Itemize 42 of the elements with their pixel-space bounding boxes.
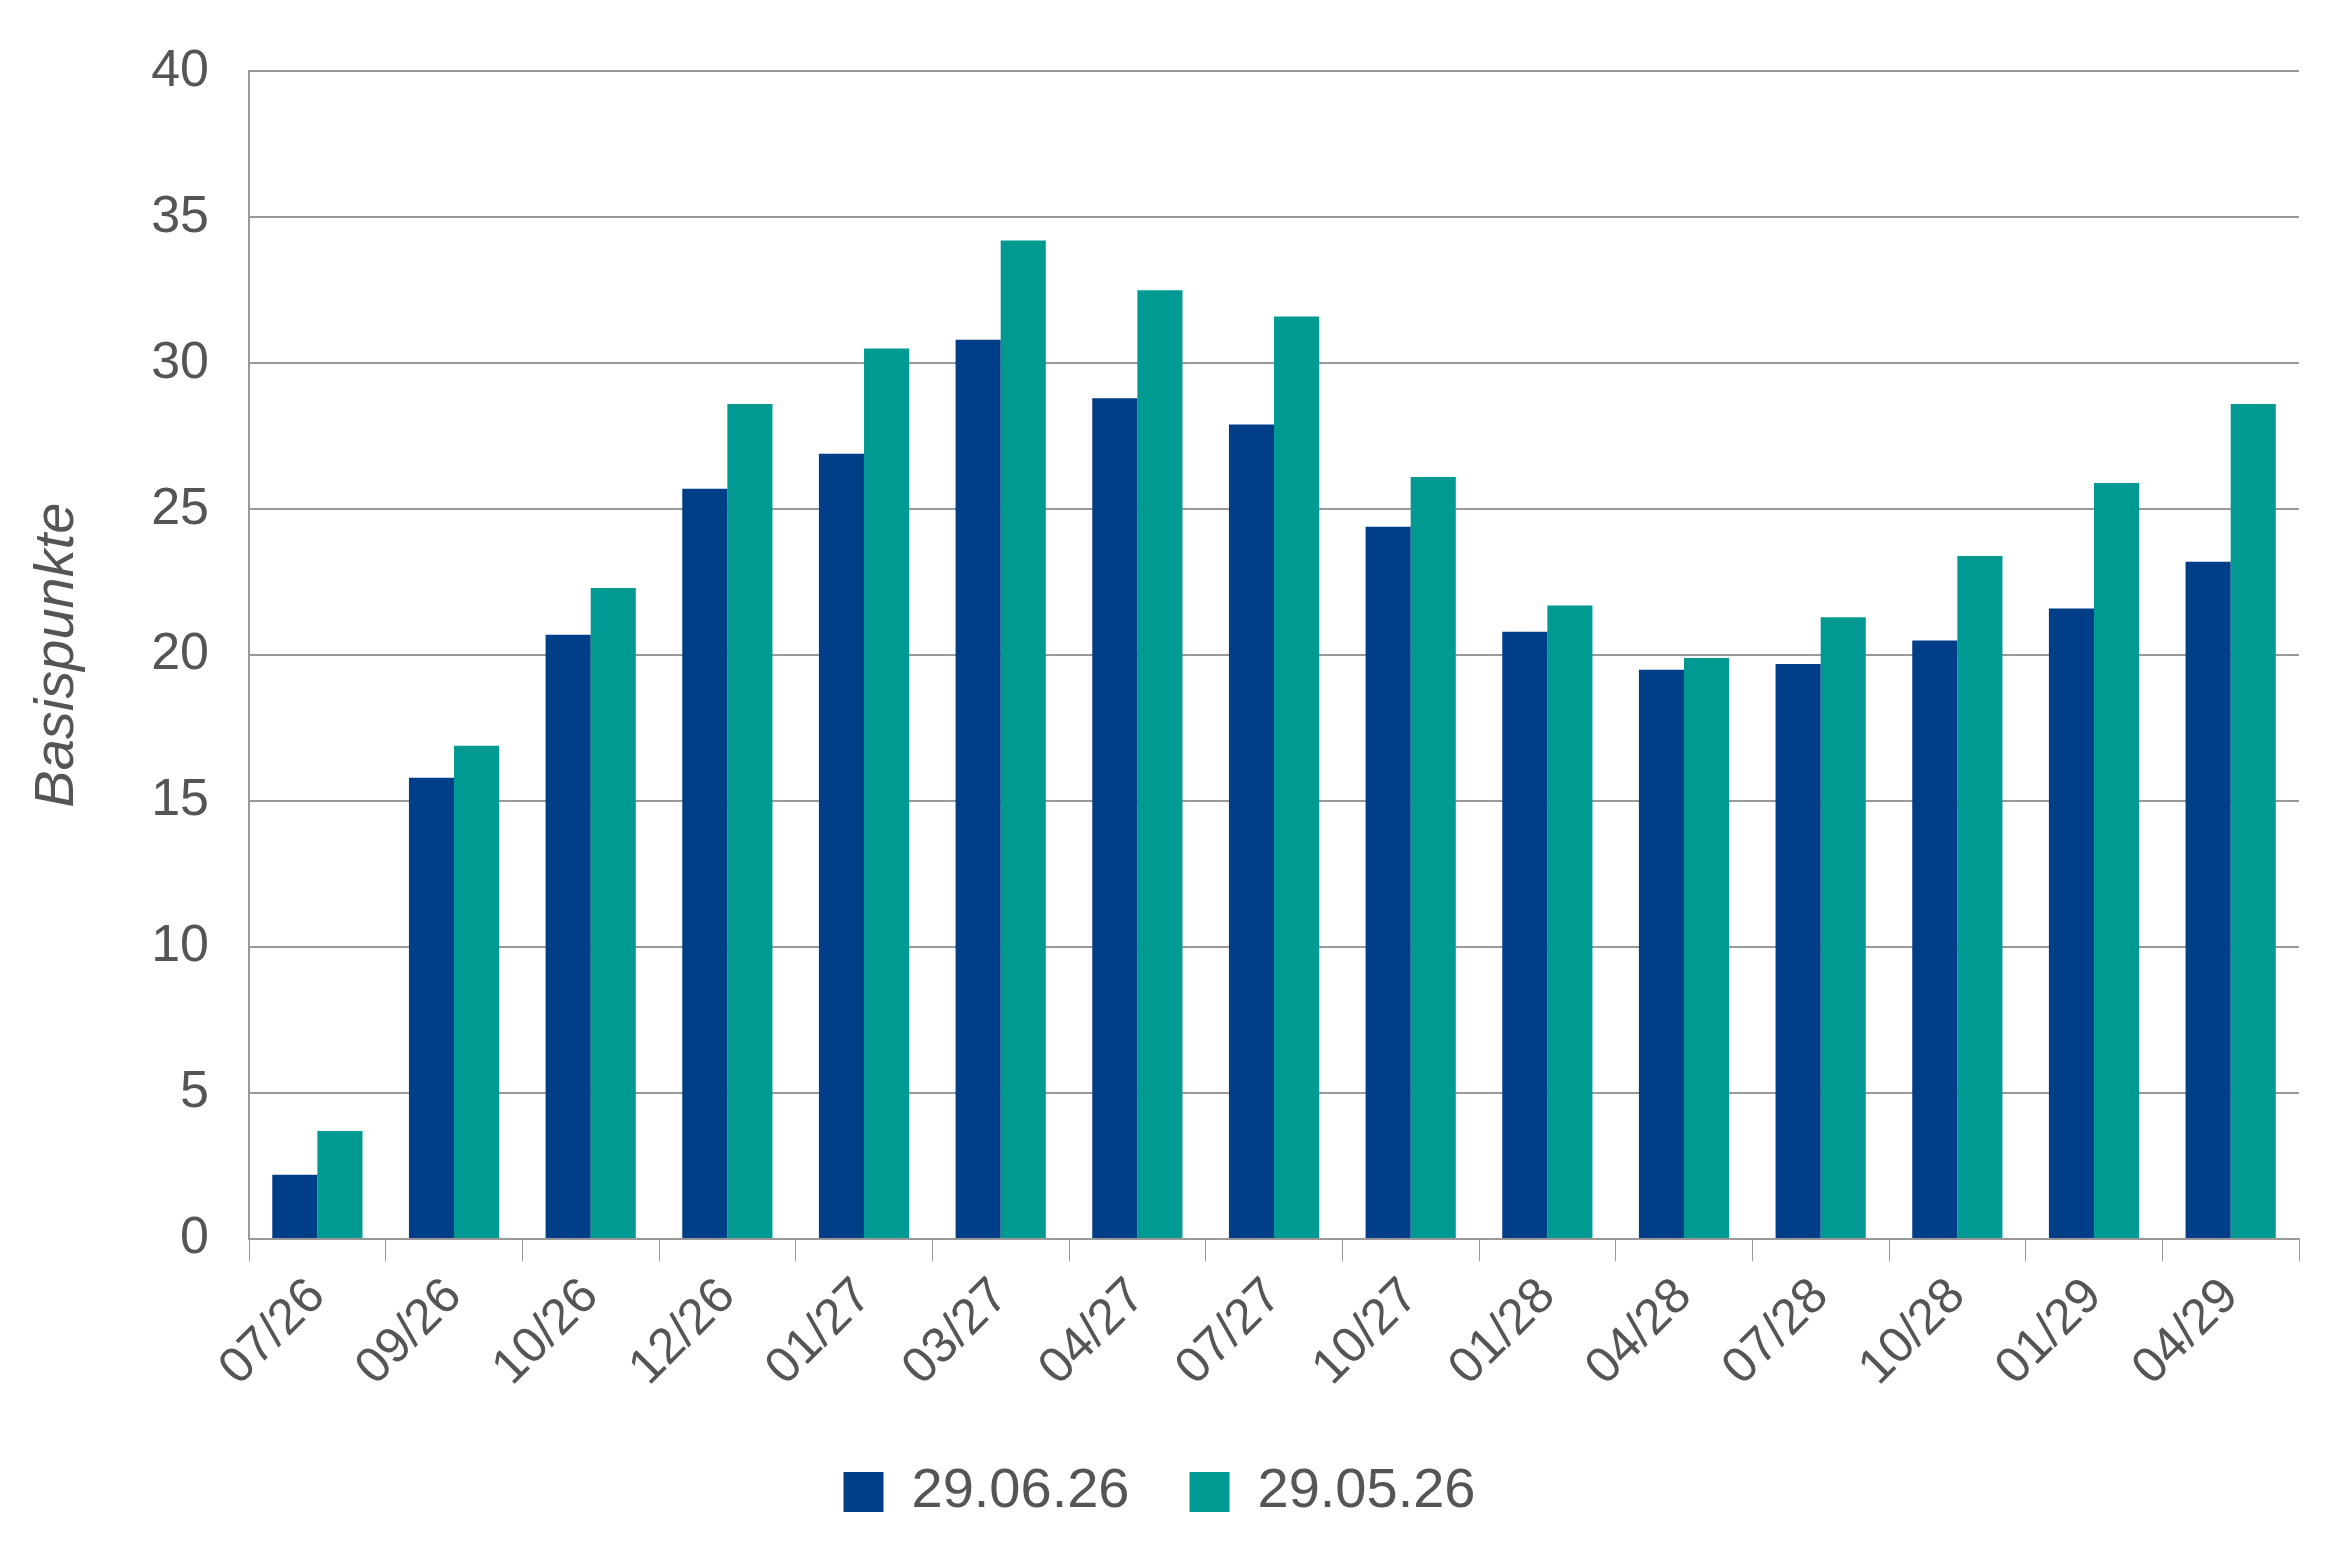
bar [1137,290,1183,1239]
bar [955,339,1001,1239]
bar [864,348,910,1239]
bar [1775,663,1821,1239]
bar [1000,240,1046,1239]
bar [1502,631,1548,1239]
bar [2230,404,2276,1239]
bar [682,488,728,1239]
bar [545,634,591,1239]
y-tick-label: 25 [151,476,210,535]
y-tick-label: 5 [180,1060,210,1119]
bar [1638,669,1685,1239]
y-tick-label: 40 [151,38,210,97]
bar [1410,477,1456,1239]
bar [2048,608,2094,1239]
bar [1092,398,1138,1239]
legend-label: 29.06.26 [911,1456,1130,1520]
y-tick-label: 15 [151,768,210,827]
bar [818,453,865,1239]
y-tick-label: 30 [151,330,210,389]
y-tick-label: 35 [151,184,210,243]
bar [1684,658,1730,1239]
bar [2185,561,2231,1239]
bar [454,745,500,1239]
bar [2094,482,2140,1239]
y-axis-title: Basispunkte [22,502,86,808]
bar [408,777,455,1239]
bar [1547,605,1593,1239]
bar [317,1131,363,1239]
bar [1957,555,2003,1239]
bar [727,404,773,1239]
bar [1274,316,1320,1239]
bar [1365,526,1411,1239]
y-tick-label: 20 [151,622,210,681]
legend-label: 29.05.26 [1257,1456,1476,1520]
bar [590,588,636,1239]
bar [272,1174,318,1239]
bar [1228,424,1275,1239]
bar [1820,617,1866,1239]
y-tick-label: 0 [180,1206,210,1265]
y-tick-label: 10 [151,914,210,973]
bar [1912,640,1958,1239]
